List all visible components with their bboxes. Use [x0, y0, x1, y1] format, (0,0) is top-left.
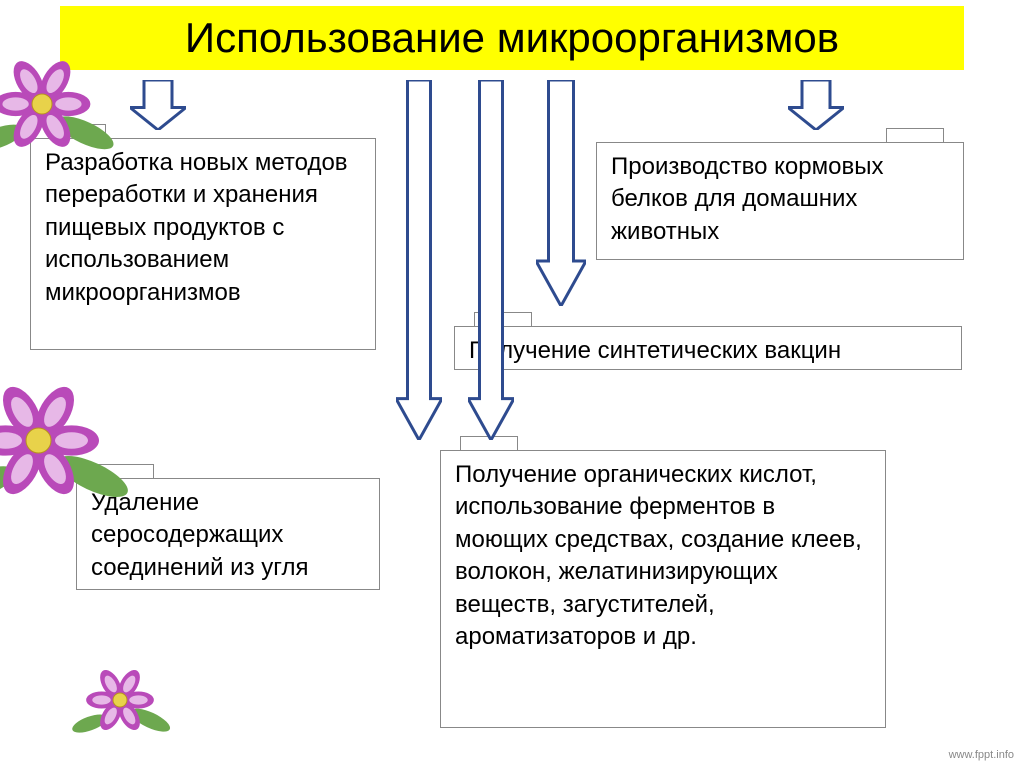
- arrow-short-right: [788, 80, 844, 130]
- box-feed-proteins: Производство кормовых белков для домашни…: [596, 142, 964, 260]
- flower-2: [0, 349, 130, 532]
- box5-text: Получение органических кислот, использов…: [455, 461, 862, 650]
- box3-text: Получение синтетических вакцин: [469, 337, 841, 364]
- arrow-mid: [536, 80, 586, 306]
- title-text: Использование микроорганизмов: [185, 14, 839, 61]
- arrow-short-left: [130, 80, 186, 130]
- arrow-long-1: [396, 80, 442, 440]
- credit-text: www.fppt.info: [949, 749, 1014, 761]
- slide: { "title": { "text": "Использование микр…: [0, 0, 1024, 767]
- box2-tab: [886, 128, 944, 143]
- box2-text: Производство кормовых белков для домашни…: [611, 153, 883, 245]
- box-organic-acids: Получение органических кислот, использов…: [440, 450, 886, 728]
- flower-1: [0, 30, 116, 178]
- arrow-long-2: [468, 80, 514, 440]
- title-bar: Использование микроорганизмов: [60, 6, 964, 70]
- box-synthetic-vaccines: Получение синтетических вакцин: [454, 326, 962, 370]
- flower-3: [67, 647, 173, 753]
